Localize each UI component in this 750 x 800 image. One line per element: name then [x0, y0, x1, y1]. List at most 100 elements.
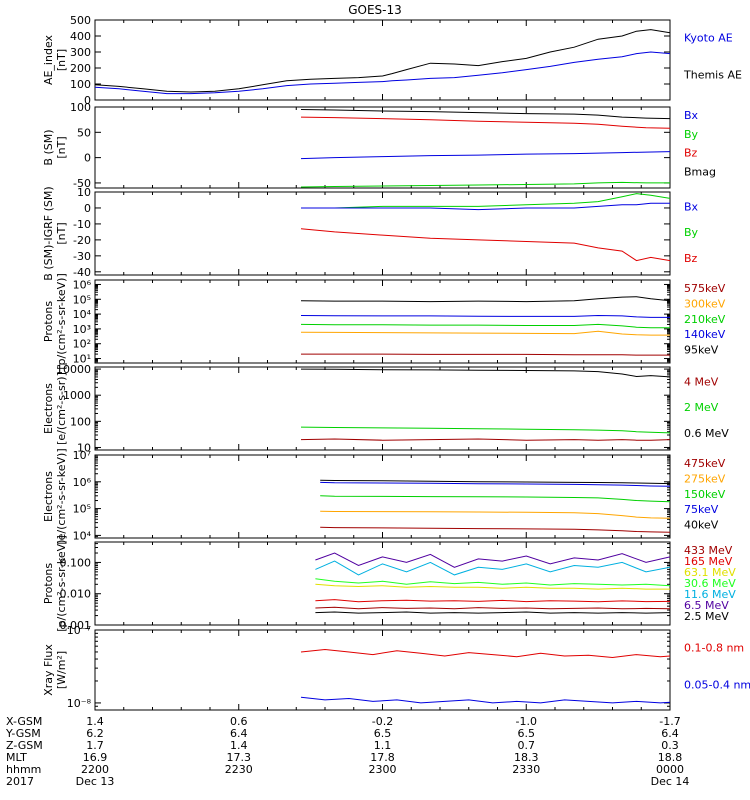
y-tick-label-bigrf: 0	[84, 202, 91, 215]
y-axis-label-bigrf: B (SM)-IGRF (SM)	[42, 186, 55, 280]
series-line-electrons1	[300, 426, 671, 434]
time-cell-y_gsm: 6.4	[230, 727, 248, 740]
time-cell-y_gsm: 6.5	[374, 727, 392, 740]
series-line-protons2	[315, 606, 671, 610]
y-tick-label-ae: 500	[70, 14, 91, 27]
y-tick-label-bsm: 50	[77, 126, 91, 139]
series-line-protons1	[300, 330, 670, 336]
y-axis-label-electrons1: Electrons	[42, 383, 55, 434]
y-tick-label-protons1: 10⁵	[73, 293, 91, 306]
legend-entry-protons1: 140keV	[684, 328, 726, 341]
legend-entry-protons2: 11.6 MeV	[684, 588, 736, 601]
series-line-ae	[94, 51, 671, 95]
y-tick-label-electrons2: 10⁴	[73, 529, 92, 542]
series-line-protons2	[315, 552, 671, 568]
panel-frame-bsm	[94, 106, 671, 189]
time-cell-hhmm: 2300	[369, 763, 397, 776]
y-tick-label-protons2: 0.001	[60, 619, 92, 632]
legend-entry-electrons1: 4 MeV	[684, 375, 719, 388]
time-cell-z_gsm: 0.3	[661, 739, 679, 752]
time-cell-date: Dec 13	[76, 775, 115, 788]
series-line-protons2	[315, 560, 671, 576]
time-cell-x_gsm: 1.4	[86, 715, 104, 728]
legend-entry-electrons2: 275keV	[684, 472, 726, 485]
legend-entry-protons2: 63.1 MeV	[684, 566, 736, 579]
series-line-electrons2	[320, 510, 671, 519]
series-line-ae	[94, 29, 671, 93]
y-tick-label-bsm: -50	[73, 177, 91, 190]
time-cell-hhmm: 2230	[225, 763, 253, 776]
y-tick-label-electrons2: 10⁶	[73, 476, 92, 489]
series-line-protons2	[315, 583, 670, 590]
time-cell-y_gsm: 6.2	[86, 727, 104, 740]
y-tick-label-protons1: 10²	[73, 338, 91, 351]
time-cell-mlt: 18.8	[658, 751, 683, 764]
y-tick-label-electrons2: 10⁷	[73, 449, 91, 462]
legend-entry-xray: 0.1-0.8 nm	[684, 641, 744, 654]
legend-entry-protons2: 2.5 MeV	[684, 610, 729, 623]
legend-entry-bsm: Bz	[684, 147, 698, 160]
y-tick-label-bsm: 100	[70, 101, 91, 114]
y-tick-label-protons1: 10³	[73, 323, 91, 336]
time-row-label: Y-GSM	[5, 727, 41, 740]
series-line-xray	[300, 648, 671, 659]
time-cell-z_gsm: 1.1	[374, 739, 392, 752]
time-cell-mlt: 17.8	[370, 751, 395, 764]
series-line-electrons1	[300, 368, 671, 378]
y-tick-label-protons2: 0.100	[60, 556, 92, 569]
y-tick-label-electrons1: 1000	[63, 389, 91, 402]
time-cell-z_gsm: 0.7	[518, 739, 536, 752]
y-tick-label-ae: 0	[84, 94, 91, 107]
series-line-xray	[300, 696, 671, 704]
legend-entry-protons2: 165 MeV	[684, 555, 733, 568]
y-tick-label-electrons1: 10	[77, 441, 91, 454]
y-tick-label-protons2: 0.010	[60, 588, 92, 601]
legend-entry-protons1: 575keV	[684, 282, 726, 295]
legend-entry-ae: Themis AE	[683, 68, 742, 81]
time-cell-mlt: 16.9	[83, 751, 108, 764]
series-line-bigrf	[300, 228, 671, 262]
y-axis-label-ae: AE_index	[42, 34, 55, 85]
legend-entry-protons1: 300keV	[684, 297, 726, 310]
panel-frame-ae	[94, 19, 671, 101]
legend-entry-protons2: 30.6 MeV	[684, 577, 736, 590]
series-line-protons1	[300, 323, 670, 329]
y-axis-label-bigrf: [nT]	[55, 222, 68, 244]
time-cell-x_gsm: -0.2	[372, 715, 393, 728]
y-axis-label-electrons2: Electrons	[42, 471, 55, 522]
time-row-label: hhmm	[6, 763, 41, 776]
series-line-electrons2	[320, 479, 671, 485]
series-line-protons2	[315, 578, 671, 587]
series-line-protons1	[300, 314, 670, 318]
panel-frame-protons1	[94, 279, 671, 364]
series-line-protons2	[315, 599, 671, 603]
y-axis-label-xray: [W/m²]	[55, 651, 68, 689]
y-tick-label-bigrf: 10	[77, 186, 91, 199]
y-tick-label-electrons1: 100	[70, 415, 91, 428]
time-cell-y_gsm: 6.5	[518, 727, 536, 740]
series-line-electrons2	[320, 481, 671, 487]
y-tick-label-xray: 10⁻⁷	[67, 624, 91, 637]
y-tick-label-protons1: 10⁴	[73, 308, 92, 321]
legend-entry-electrons2: 75keV	[684, 503, 719, 516]
time-cell-mlt: 18.3	[514, 751, 539, 764]
legend-entry-electrons2: 40keV	[684, 519, 719, 532]
legend-entry-protons1: 210keV	[684, 313, 726, 326]
y-tick-label-bsm: 0	[84, 152, 91, 165]
legend-entry-bigrf: By	[684, 226, 699, 239]
y-tick-label-xray: 10⁻⁸	[67, 697, 92, 710]
time-cell-x_gsm: -1.7	[659, 715, 680, 728]
series-line-bsm	[300, 116, 671, 129]
time-cell-hhmm: 2330	[512, 763, 540, 776]
panel-frame-xray	[94, 629, 671, 711]
time-cell-hhmm: 2200	[81, 763, 109, 776]
legend-entry-protons1: 95keV	[684, 344, 719, 357]
y-axis-label-bsm: [nT]	[55, 136, 68, 158]
series-line-electrons1	[300, 438, 671, 441]
series-line-bigrf	[301, 202, 670, 211]
time-row-label: X-GSM	[6, 715, 42, 728]
series-line-electrons2	[320, 526, 671, 533]
time-cell-hhmm: 0000	[656, 763, 684, 776]
